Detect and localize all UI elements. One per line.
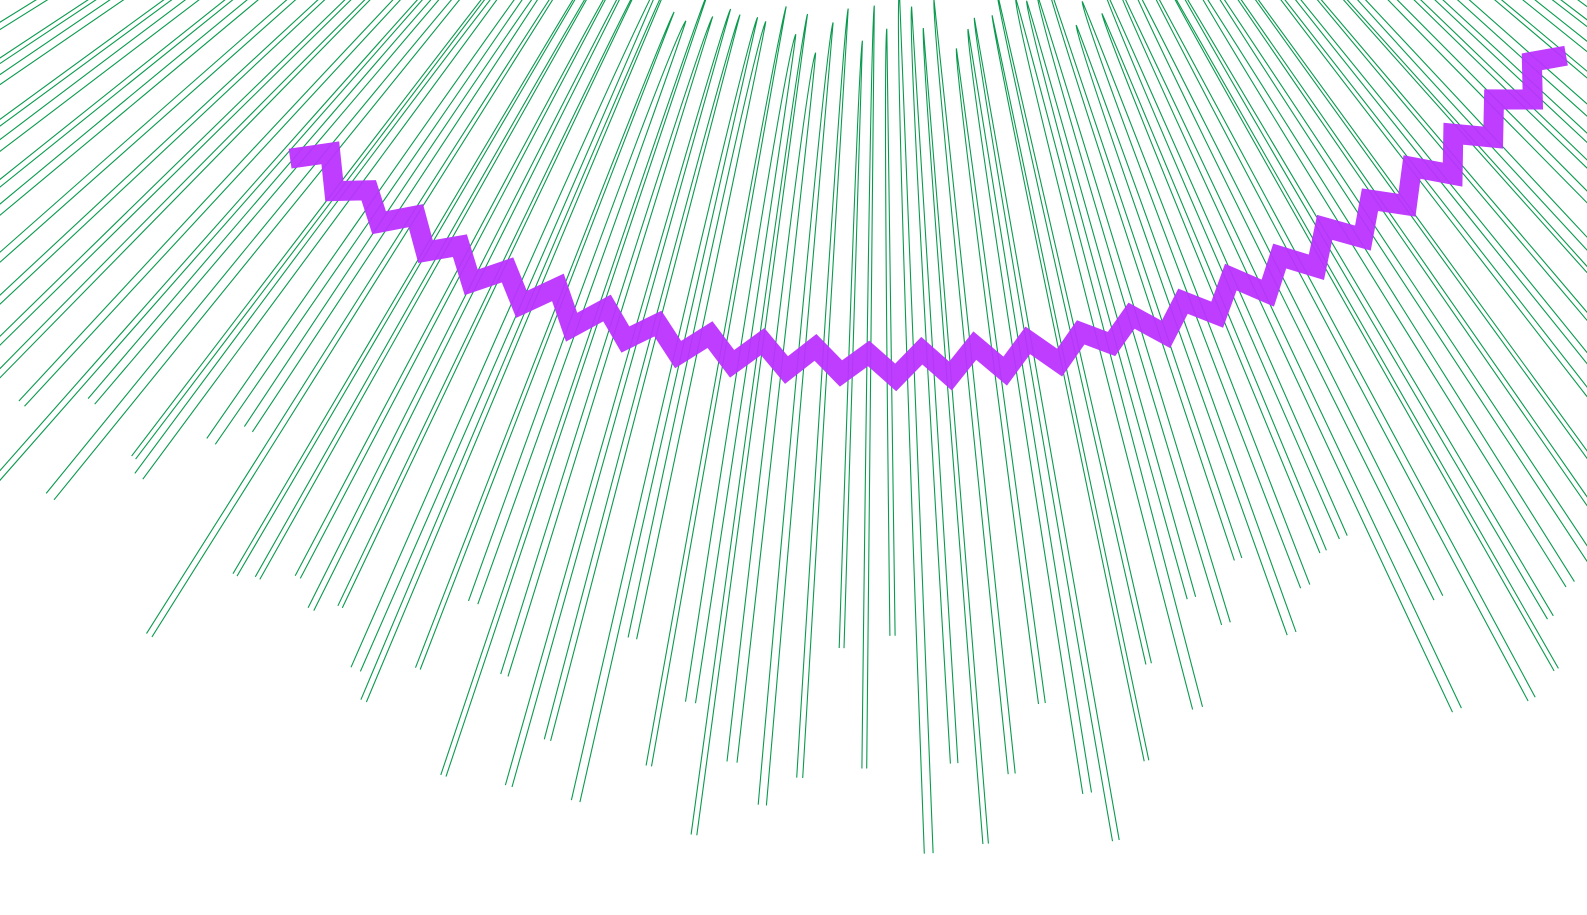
spike — [1184, 0, 1554, 620]
spike — [1456, 0, 1587, 117]
spike — [1026, 0, 1197, 600]
spike — [87, 0, 440, 405]
spike — [146, 0, 554, 638]
spike — [726, 52, 817, 763]
spike — [131, 0, 486, 460]
spike — [0, 0, 372, 379]
spike — [360, 0, 663, 703]
spike — [997, 0, 1152, 665]
spike — [0, 0, 125, 86]
spike — [0, 0, 200, 153]
spike — [1106, 0, 1348, 540]
spike — [1101, 13, 1327, 554]
spike — [0, 0, 235, 188]
spike — [206, 0, 523, 445]
spike — [690, 13, 809, 836]
spike — [1081, 1, 1311, 589]
spike — [884, 28, 896, 636]
spike — [0, 0, 353, 347]
zigzag-band — [288, 45, 1568, 392]
spike — [1174, 0, 1559, 672]
spike — [440, 0, 707, 777]
zigzag-band-line — [288, 45, 1568, 392]
spike — [1037, 0, 1231, 626]
spike — [243, 0, 538, 433]
spike — [1413, 0, 1587, 169]
spike — [1280, 0, 1587, 398]
spike — [838, 40, 863, 649]
spike — [0, 0, 327, 306]
spike — [1357, 0, 1587, 251]
spike — [1202, 0, 1575, 588]
spike — [796, 8, 849, 779]
spike — [0, 0, 297, 263]
spike — [18, 0, 401, 407]
spike — [1387, 0, 1587, 204]
spike — [973, 17, 1120, 842]
spike — [1522, 0, 1587, 53]
spike — [467, 20, 687, 605]
spike — [543, 14, 741, 742]
spike — [1551, 0, 1587, 28]
spike — [922, 28, 989, 845]
spike — [504, 8, 732, 788]
spike — [414, 11, 675, 670]
spike — [1254, 0, 1587, 460]
spike — [1342, 0, 1587, 274]
spike — [0, 0, 259, 216]
spike — [0, 0, 174, 128]
spike — [0, 0, 424, 482]
spike — [45, 0, 461, 501]
spike — [627, 21, 767, 640]
spike — [307, 0, 621, 611]
spike — [1316, 0, 1587, 322]
